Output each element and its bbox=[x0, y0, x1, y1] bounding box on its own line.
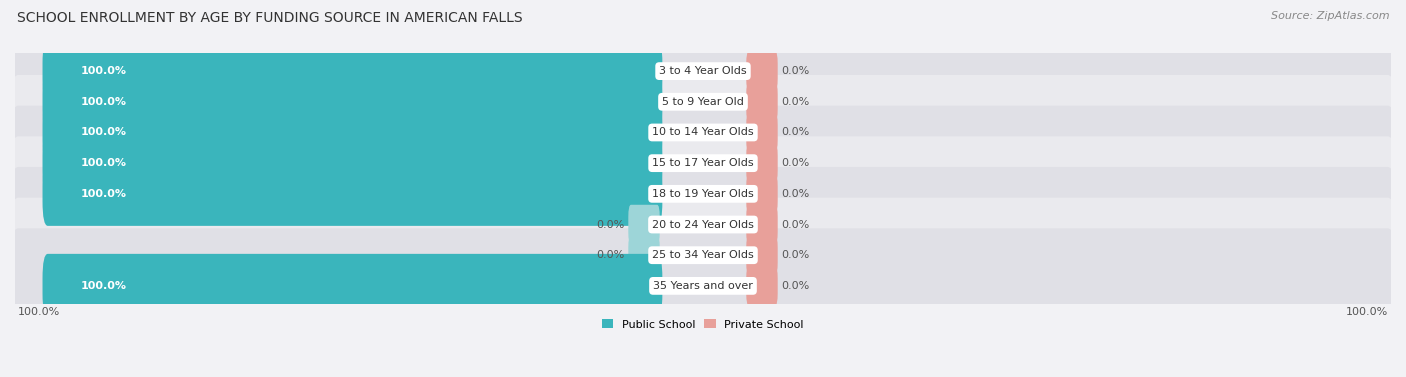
Text: 0.0%: 0.0% bbox=[782, 66, 810, 76]
FancyBboxPatch shape bbox=[8, 167, 1398, 282]
Text: SCHOOL ENROLLMENT BY AGE BY FUNDING SOURCE IN AMERICAN FALLS: SCHOOL ENROLLMENT BY AGE BY FUNDING SOUR… bbox=[17, 11, 523, 25]
Text: 0.0%: 0.0% bbox=[782, 219, 810, 230]
FancyBboxPatch shape bbox=[747, 143, 778, 183]
FancyBboxPatch shape bbox=[747, 205, 778, 244]
FancyBboxPatch shape bbox=[747, 113, 778, 152]
Text: 100.0%: 100.0% bbox=[18, 307, 60, 317]
Text: 0.0%: 0.0% bbox=[596, 219, 624, 230]
FancyBboxPatch shape bbox=[42, 100, 662, 164]
FancyBboxPatch shape bbox=[628, 236, 659, 275]
Text: 15 to 17 Year Olds: 15 to 17 Year Olds bbox=[652, 158, 754, 168]
FancyBboxPatch shape bbox=[42, 131, 662, 195]
FancyBboxPatch shape bbox=[747, 266, 778, 306]
Text: 100.0%: 100.0% bbox=[1346, 307, 1388, 317]
FancyBboxPatch shape bbox=[747, 174, 778, 214]
Text: 100.0%: 100.0% bbox=[80, 66, 127, 76]
Text: Source: ZipAtlas.com: Source: ZipAtlas.com bbox=[1271, 11, 1389, 21]
FancyBboxPatch shape bbox=[42, 70, 662, 134]
Text: 10 to 14 Year Olds: 10 to 14 Year Olds bbox=[652, 127, 754, 138]
Text: 3 to 4 Year Olds: 3 to 4 Year Olds bbox=[659, 66, 747, 76]
FancyBboxPatch shape bbox=[42, 254, 662, 318]
FancyBboxPatch shape bbox=[8, 44, 1398, 159]
FancyBboxPatch shape bbox=[8, 75, 1398, 190]
Text: 100.0%: 100.0% bbox=[80, 189, 127, 199]
FancyBboxPatch shape bbox=[8, 228, 1398, 343]
FancyBboxPatch shape bbox=[628, 205, 659, 244]
Text: 0.0%: 0.0% bbox=[782, 281, 810, 291]
Text: 100.0%: 100.0% bbox=[80, 281, 127, 291]
FancyBboxPatch shape bbox=[8, 14, 1398, 129]
Text: 0.0%: 0.0% bbox=[596, 250, 624, 260]
Text: 0.0%: 0.0% bbox=[782, 158, 810, 168]
FancyBboxPatch shape bbox=[8, 106, 1398, 221]
FancyBboxPatch shape bbox=[747, 236, 778, 275]
Text: 100.0%: 100.0% bbox=[80, 97, 127, 107]
FancyBboxPatch shape bbox=[8, 198, 1398, 313]
FancyBboxPatch shape bbox=[747, 51, 778, 91]
Text: 35 Years and over: 35 Years and over bbox=[652, 281, 754, 291]
FancyBboxPatch shape bbox=[42, 39, 662, 103]
Text: 0.0%: 0.0% bbox=[782, 127, 810, 138]
Text: 100.0%: 100.0% bbox=[80, 158, 127, 168]
FancyBboxPatch shape bbox=[747, 82, 778, 121]
FancyBboxPatch shape bbox=[42, 162, 662, 226]
Text: 18 to 19 Year Olds: 18 to 19 Year Olds bbox=[652, 189, 754, 199]
FancyBboxPatch shape bbox=[8, 136, 1398, 251]
Text: 25 to 34 Year Olds: 25 to 34 Year Olds bbox=[652, 250, 754, 260]
Text: 5 to 9 Year Old: 5 to 9 Year Old bbox=[662, 97, 744, 107]
Text: 100.0%: 100.0% bbox=[80, 127, 127, 138]
Text: 20 to 24 Year Olds: 20 to 24 Year Olds bbox=[652, 219, 754, 230]
Legend: Public School, Private School: Public School, Private School bbox=[598, 315, 808, 334]
Text: 0.0%: 0.0% bbox=[782, 97, 810, 107]
Text: 0.0%: 0.0% bbox=[782, 250, 810, 260]
Text: 0.0%: 0.0% bbox=[782, 189, 810, 199]
